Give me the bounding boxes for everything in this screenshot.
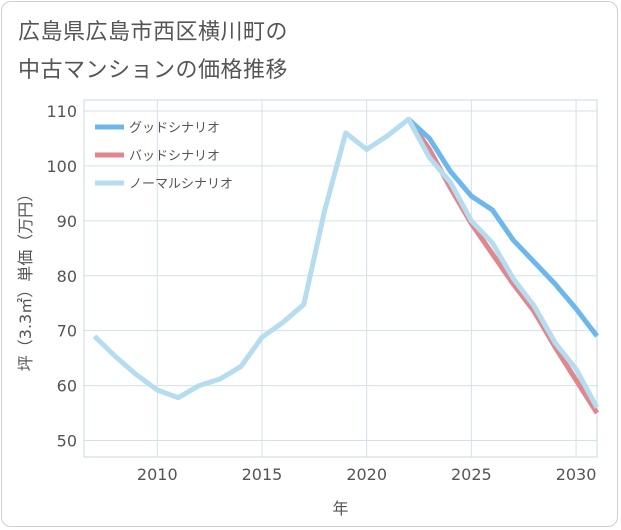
axis-titles: 年 坪（3.3㎡）単価（万円） — [16, 186, 349, 518]
chart-title-line-2: 中古マンションの価格推移 — [18, 58, 289, 83]
series-lines — [92, 116, 600, 415]
grid — [84, 100, 597, 457]
y-tick-label-90: 90 — [57, 212, 77, 231]
plot-area-border — [83, 99, 598, 458]
x-axis-title: 年 — [332, 499, 348, 518]
y-axis-title: 坪（3.3㎡）単価（万円） — [16, 186, 35, 371]
y-tick-label-110: 110 — [46, 102, 77, 121]
x-tick-label-2015: 2015 — [242, 465, 283, 484]
x-tick-label-2010: 2010 — [137, 465, 178, 484]
y-tick-label-80: 80 — [57, 267, 77, 286]
y-tick-label-60: 60 — [57, 377, 77, 396]
legend-label-0: グッドシナリオ — [129, 121, 220, 136]
y-tick-label-100: 100 — [46, 157, 77, 176]
legend-label-1: バッドシナリオ — [129, 149, 220, 164]
x-tick-label-2030: 2030 — [556, 465, 597, 484]
x-tick-label-2025: 2025 — [451, 465, 492, 484]
x-tick-label-2020: 2020 — [346, 465, 387, 484]
chart-title-line-1: 広島県広島市西区横川町の — [18, 20, 289, 45]
legend-label-2: ノーマルシナリオ — [129, 177, 233, 192]
series-line-2 — [92, 116, 600, 409]
series-line-0 — [406, 117, 599, 338]
chart-title: 広島県広島市西区横川町の 中古マンションの価格推移 — [18, 14, 478, 90]
y-tick-label-50: 50 — [57, 432, 77, 451]
axes: 2010 2015 2020 2025 2030 50 60 70 80 90 100 110 — [46, 99, 598, 484]
y-tick-label-70: 70 — [57, 322, 77, 341]
